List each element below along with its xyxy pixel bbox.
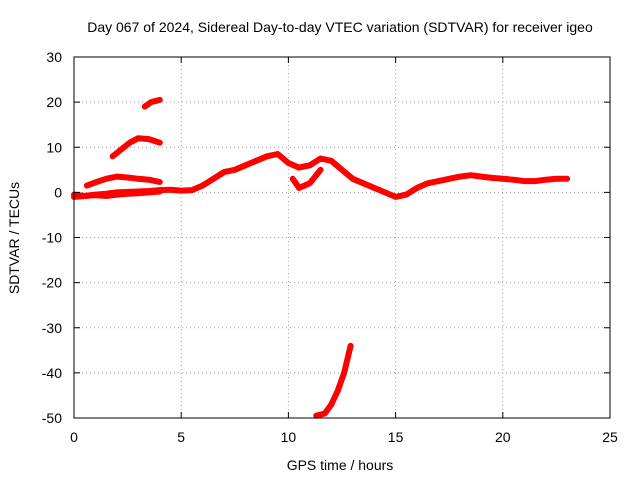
y-tick-label: -30	[42, 320, 62, 336]
series-segment-mid-line	[109, 135, 163, 160]
y-tick-label: -20	[42, 275, 62, 291]
y-tick-label: -40	[42, 365, 62, 381]
x-tick-label: 10	[281, 429, 297, 445]
y-tick-label: 10	[46, 139, 62, 155]
series-dip-line	[289, 166, 324, 191]
y-axis-label: SDTVAR / TECUs	[6, 182, 22, 294]
y-tick-label: -50	[42, 410, 62, 426]
x-tick-label: 0	[70, 429, 78, 445]
series-segment-high-line	[141, 96, 163, 110]
grid-layer	[74, 57, 610, 418]
chart-title: Day 067 of 2024, Sidereal Day-to-day VTE…	[87, 19, 593, 35]
y-tick-label: 20	[46, 94, 62, 110]
series-early-upper-line	[83, 173, 163, 189]
x-tick-label: 5	[177, 429, 185, 445]
series-descent-line	[313, 342, 354, 419]
x-axis-label: GPS time / hours	[287, 457, 394, 473]
x-tick-label: 15	[388, 429, 404, 445]
x-tick-label: 20	[495, 429, 511, 445]
x-tick-label: 25	[602, 429, 618, 445]
series-layer	[71, 96, 571, 419]
y-tick-label: -10	[42, 230, 62, 246]
y-tick-label: 30	[46, 49, 62, 65]
tick-layer: 0 5 10 15 20 25 -50 -40 -30 -20 -10 0 10 20 30	[42, 49, 618, 445]
y-tick-label: 0	[54, 184, 62, 200]
series-early-lower-line	[71, 188, 163, 200]
